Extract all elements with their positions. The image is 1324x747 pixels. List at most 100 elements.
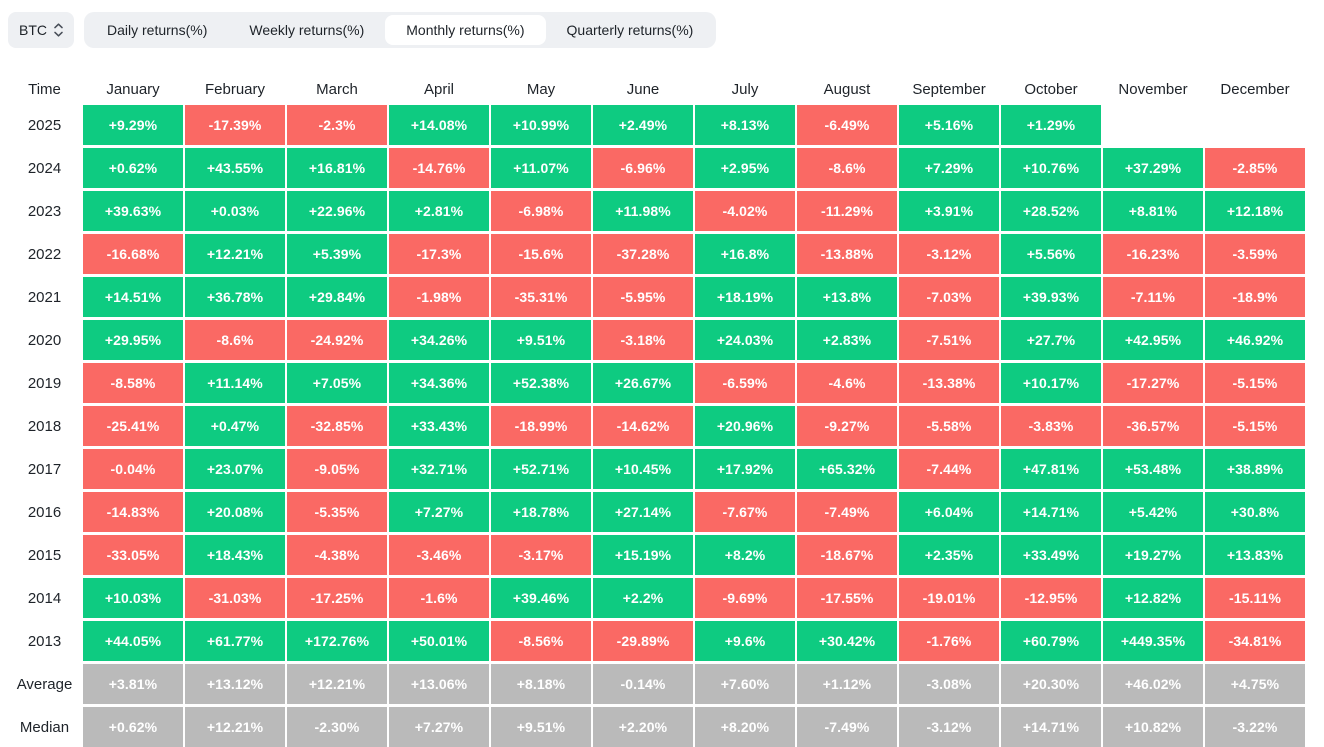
tab-quarterly-returns[interactable]: Quarterly returns(%) xyxy=(546,15,715,45)
return-cell: +29.84% xyxy=(287,277,387,317)
return-cell: +14.08% xyxy=(389,105,489,145)
return-cell: -7.51% xyxy=(899,320,999,360)
return-cell: +18.43% xyxy=(185,535,285,575)
return-cell: -7.67% xyxy=(695,492,795,532)
return-cell: -3.17% xyxy=(491,535,591,575)
return-cell: +10.17% xyxy=(1001,363,1101,403)
return-cell: -8.58% xyxy=(83,363,183,403)
return-cell: +16.8% xyxy=(695,234,795,274)
return-cell: +18.78% xyxy=(491,492,591,532)
month-column-header: October xyxy=(1024,80,1078,98)
toolbar: BTC Daily returns(%) Weekly returns(%) Mon… xyxy=(0,0,1324,48)
return-cell: +65.32% xyxy=(797,449,897,489)
return-cell: +0.62% xyxy=(83,148,183,188)
month-column-header: June xyxy=(626,80,660,98)
return-cell: +7.29% xyxy=(899,148,999,188)
return-cell: +5.42% xyxy=(1103,492,1203,532)
return-cell: +1.12% xyxy=(797,664,897,704)
return-cell: -1.6% xyxy=(389,578,489,618)
return-cell: -9.69% xyxy=(695,578,795,618)
return-cell: +27.14% xyxy=(593,492,693,532)
return-cell: +6.04% xyxy=(899,492,999,532)
return-cell: +52.71% xyxy=(491,449,591,489)
return-cell: -2.85% xyxy=(1205,148,1305,188)
return-cell: -7.11% xyxy=(1103,277,1203,317)
return-cell: -3.46% xyxy=(389,535,489,575)
row-label: 2024 xyxy=(27,159,62,177)
return-cell: +14.51% xyxy=(83,277,183,317)
return-cell: +28.52% xyxy=(1001,191,1101,231)
return-cell: +26.67% xyxy=(593,363,693,403)
return-cell: +0.62% xyxy=(83,707,183,747)
return-cell: +22.96% xyxy=(287,191,387,231)
return-cell: +60.79% xyxy=(1001,621,1101,661)
return-cell: +36.78% xyxy=(185,277,285,317)
return-cell: +2.2% xyxy=(593,578,693,618)
return-cell: +5.39% xyxy=(287,234,387,274)
return-cell xyxy=(1205,105,1305,145)
return-cell: -8.6% xyxy=(185,320,285,360)
return-cell: +3.81% xyxy=(83,664,183,704)
return-cell: -14.83% xyxy=(83,492,183,532)
return-cell: +7.27% xyxy=(389,492,489,532)
return-cell: +33.49% xyxy=(1001,535,1101,575)
return-cell: -17.3% xyxy=(389,234,489,274)
return-cell: +20.30% xyxy=(1001,664,1101,704)
return-cell: +2.49% xyxy=(593,105,693,145)
return-cell: +32.71% xyxy=(389,449,489,489)
return-cell: +8.13% xyxy=(695,105,795,145)
return-cell: -0.04% xyxy=(83,449,183,489)
return-cell: -7.49% xyxy=(797,492,897,532)
return-cell: +17.92% xyxy=(695,449,795,489)
return-cell: +172.76% xyxy=(287,621,387,661)
return-cell: +7.60% xyxy=(695,664,795,704)
return-cell: -6.96% xyxy=(593,148,693,188)
symbol-select[interactable]: BTC xyxy=(8,12,74,48)
return-cell: -4.38% xyxy=(287,535,387,575)
return-cell: -17.55% xyxy=(797,578,897,618)
tab-daily-returns[interactable]: Daily returns(%) xyxy=(86,15,228,45)
return-cell: -16.68% xyxy=(83,234,183,274)
return-cell: -5.58% xyxy=(899,406,999,446)
return-cell: -18.99% xyxy=(491,406,591,446)
return-cell: -29.89% xyxy=(593,621,693,661)
return-cell: +13.12% xyxy=(185,664,285,704)
return-cell: +30.8% xyxy=(1205,492,1305,532)
return-cell: -3.12% xyxy=(899,707,999,747)
return-cell: -34.81% xyxy=(1205,621,1305,661)
return-cell: +11.07% xyxy=(491,148,591,188)
row-label: 2025 xyxy=(27,116,62,134)
tab-monthly-returns[interactable]: Monthly returns(%) xyxy=(385,15,546,45)
return-cell: +52.38% xyxy=(491,363,591,403)
return-cell: +43.55% xyxy=(185,148,285,188)
return-cell: +10.76% xyxy=(1001,148,1101,188)
return-cell: +9.51% xyxy=(491,707,591,747)
return-cell: -31.03% xyxy=(185,578,285,618)
return-cell: +13.06% xyxy=(389,664,489,704)
month-column-header: September xyxy=(912,80,986,98)
return-cell: -36.57% xyxy=(1103,406,1203,446)
return-cell: +46.92% xyxy=(1205,320,1305,360)
return-cell: +0.03% xyxy=(185,191,285,231)
return-cell: -14.62% xyxy=(593,406,693,446)
return-cell: -14.76% xyxy=(389,148,489,188)
return-cell: +2.20% xyxy=(593,707,693,747)
return-cell: -5.15% xyxy=(1205,363,1305,403)
return-cell: -1.76% xyxy=(899,621,999,661)
row-label: Median xyxy=(19,718,70,736)
return-cell: -1.98% xyxy=(389,277,489,317)
return-cell: +11.98% xyxy=(593,191,693,231)
tab-weekly-returns[interactable]: Weekly returns(%) xyxy=(228,15,385,45)
return-cell: -11.29% xyxy=(797,191,897,231)
returns-period-tabs: Daily returns(%) Weekly returns(%) Monthly… xyxy=(84,12,717,48)
return-cell: +30.42% xyxy=(797,621,897,661)
row-label: Average xyxy=(16,675,73,693)
row-label: 2017 xyxy=(27,460,62,478)
return-cell: -25.41% xyxy=(83,406,183,446)
return-cell: -18.9% xyxy=(1205,277,1305,317)
row-label: 2020 xyxy=(27,331,62,349)
return-cell: -0.14% xyxy=(593,664,693,704)
return-cell: +2.81% xyxy=(389,191,489,231)
return-cell: +7.05% xyxy=(287,363,387,403)
return-cell: +46.02% xyxy=(1103,664,1203,704)
